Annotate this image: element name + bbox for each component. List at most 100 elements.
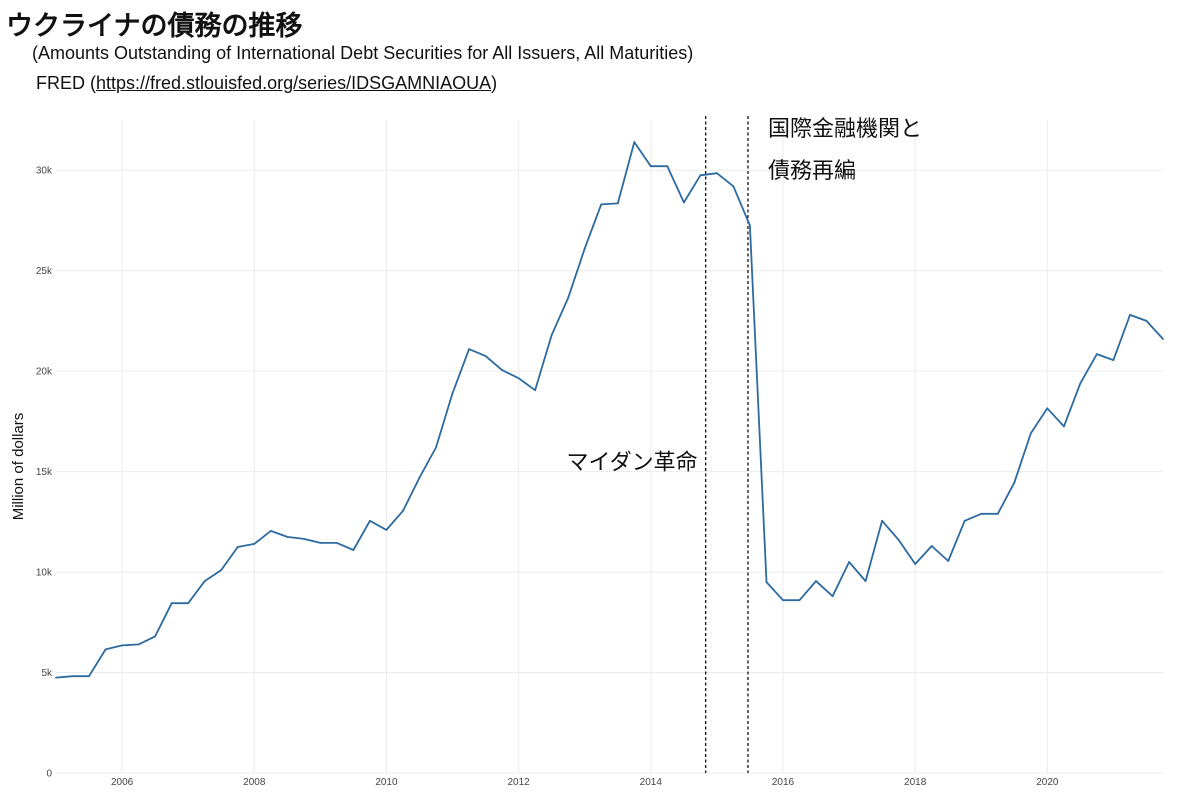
source-suffix: ) bbox=[491, 73, 498, 93]
x-tick-label: 2012 bbox=[508, 777, 531, 788]
y-axis-label: Million of dollars bbox=[10, 413, 27, 521]
data-point bbox=[963, 519, 966, 522]
x-tick-label: 2016 bbox=[772, 777, 795, 788]
data-point bbox=[170, 602, 173, 605]
x-tick-label: 2014 bbox=[640, 777, 663, 788]
data-point bbox=[517, 377, 520, 380]
data-point bbox=[1046, 407, 1049, 410]
data-point bbox=[583, 247, 586, 250]
data-point bbox=[1145, 320, 1148, 322]
data-point bbox=[1129, 314, 1131, 316]
source-prefix: FRED ( bbox=[36, 73, 96, 93]
data-point bbox=[633, 141, 636, 144]
chart-source: FRED (https://fred.stlouisfed.org/series… bbox=[36, 73, 497, 94]
data-point bbox=[1029, 432, 1032, 435]
data-point bbox=[897, 539, 900, 541]
data-point bbox=[567, 296, 570, 299]
annotation-maidan: マイダン革命 bbox=[567, 451, 698, 476]
data-point bbox=[534, 389, 536, 392]
data-point bbox=[848, 561, 850, 563]
data-point bbox=[137, 643, 140, 646]
y-tick-label: 20k bbox=[36, 367, 53, 378]
data-point bbox=[914, 563, 917, 565]
y-tick-label: 0 bbox=[46, 769, 52, 780]
data-point bbox=[798, 599, 801, 602]
data-point bbox=[501, 369, 503, 371]
data-point bbox=[88, 675, 90, 678]
chart-subtitle: (Amounts Outstanding of International De… bbox=[32, 43, 694, 63]
data-point bbox=[187, 602, 190, 605]
data-point bbox=[1013, 481, 1016, 484]
data-point bbox=[881, 519, 883, 522]
data-point bbox=[253, 543, 256, 545]
data-point bbox=[550, 334, 553, 336]
data-point bbox=[930, 545, 933, 547]
data-point bbox=[699, 174, 702, 177]
y-tick-label: 30k bbox=[36, 166, 53, 177]
y-tick-label: 10k bbox=[36, 568, 53, 579]
grid-lines bbox=[56, 120, 1163, 774]
data-point bbox=[104, 648, 107, 651]
data-point bbox=[732, 185, 735, 188]
data-point bbox=[864, 580, 867, 582]
data-point bbox=[71, 675, 74, 678]
data-point bbox=[600, 203, 603, 206]
x-tick-label: 2008 bbox=[243, 777, 266, 788]
data-point bbox=[451, 392, 454, 395]
data-point bbox=[996, 512, 999, 515]
data-point bbox=[319, 542, 322, 544]
data-point bbox=[1112, 359, 1115, 361]
data-point bbox=[435, 446, 437, 449]
data-point bbox=[302, 538, 305, 540]
data-point bbox=[980, 512, 983, 515]
data-point bbox=[55, 676, 57, 679]
data-point bbox=[782, 599, 784, 602]
page-title: ウクライナの債務の推移 bbox=[6, 11, 303, 42]
data-point bbox=[418, 476, 421, 479]
data-point bbox=[947, 560, 950, 562]
data-point bbox=[468, 348, 470, 350]
data-point bbox=[286, 536, 289, 538]
x-tick-label: 2006 bbox=[111, 777, 134, 788]
y-tick-label: 25k bbox=[36, 266, 53, 277]
data-point bbox=[683, 201, 685, 204]
source-link[interactable]: https://fred.stlouisfed.org/series/IDSGA… bbox=[96, 73, 492, 93]
annotation-restructuring-line: 債務再編 bbox=[768, 159, 856, 184]
data-point bbox=[203, 580, 206, 582]
axes: 0 5k 10k 15k 20k 25k 30k 2006 2008 2010 2012 2014 20… bbox=[36, 166, 1059, 788]
data-point bbox=[716, 172, 718, 175]
x-tick-label: 2018 bbox=[904, 777, 927, 788]
x-tick-label: 2020 bbox=[1036, 777, 1059, 788]
data-point bbox=[749, 224, 751, 227]
data-point bbox=[666, 165, 669, 168]
data-point bbox=[616, 202, 619, 205]
data-point bbox=[385, 529, 388, 531]
series-group bbox=[55, 141, 1164, 679]
data-point bbox=[154, 635, 157, 638]
data-point bbox=[1162, 338, 1164, 340]
x-tick-label: 2010 bbox=[375, 777, 398, 788]
data-point bbox=[269, 530, 272, 532]
data-point bbox=[484, 355, 487, 357]
data-point bbox=[1096, 353, 1098, 355]
y-tick-label: 5k bbox=[41, 668, 53, 679]
y-tick-label: 15k bbox=[36, 467, 53, 478]
data-point bbox=[1063, 425, 1065, 428]
data-point bbox=[220, 569, 223, 571]
data-point bbox=[815, 580, 817, 582]
data-point bbox=[369, 519, 371, 522]
data-point bbox=[121, 644, 123, 647]
data-point bbox=[402, 509, 404, 512]
data-point bbox=[649, 165, 652, 168]
data-point bbox=[1079, 382, 1082, 385]
data-point bbox=[831, 595, 834, 598]
annotation-restructuring-line: 国際金融機関と bbox=[768, 117, 922, 142]
data-point bbox=[336, 542, 338, 544]
data-point bbox=[352, 549, 355, 551]
data-point bbox=[765, 581, 768, 583]
data-point bbox=[236, 546, 239, 548]
event-lines bbox=[705, 116, 749, 773]
debt-series-line bbox=[55, 141, 1164, 679]
